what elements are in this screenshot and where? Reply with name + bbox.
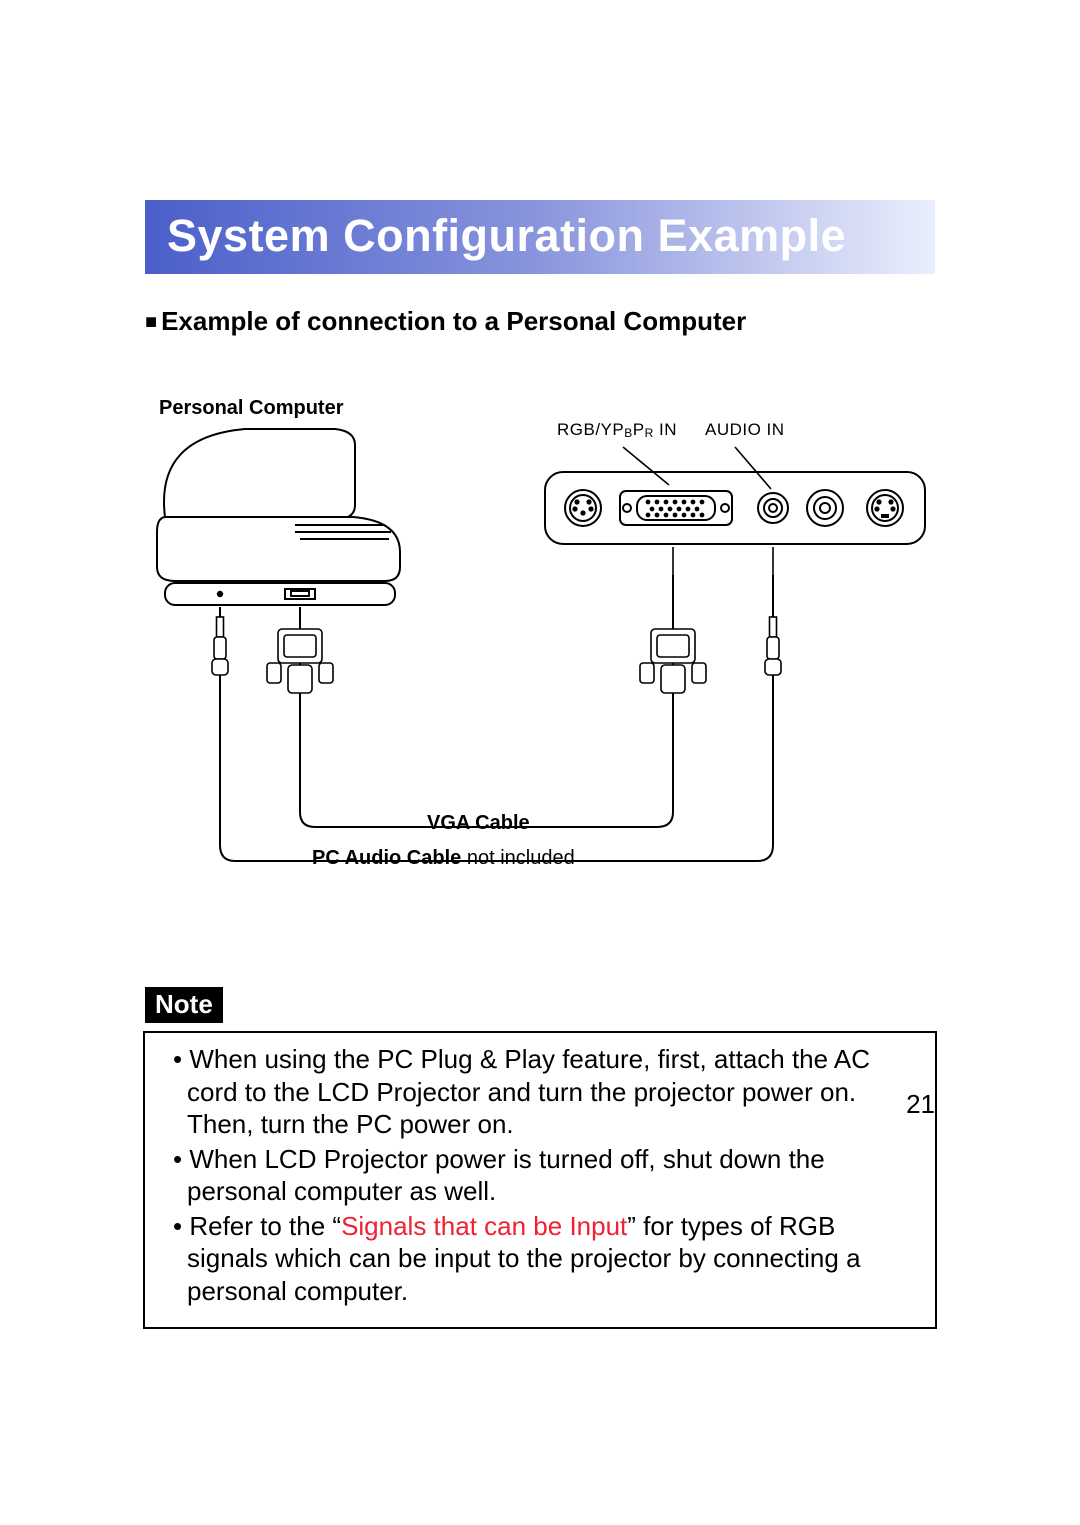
vga-connector-icon <box>267 629 333 707</box>
subtitle-text: Example of connection to a Personal Comp… <box>161 306 746 336</box>
projector-panel-icon <box>545 472 925 544</box>
laptop-icon <box>157 429 400 605</box>
section-subtitle: ■Example of connection to a Personal Com… <box>145 306 935 337</box>
vga-cable-label: VGA Cable <box>427 812 530 835</box>
page-number: 21 <box>906 1089 935 1120</box>
pc-audio-cable-rest: not included <box>461 847 574 869</box>
page-title: System Configuration Example <box>145 200 935 274</box>
note-item: When using the PC Plug & Play feature, f… <box>167 1043 913 1141</box>
note-item: When LCD Projector power is turned off, … <box>167 1143 913 1208</box>
diagram-svg <box>145 417 931 907</box>
note-text: Refer to the “ <box>189 1211 341 1241</box>
note-item: Refer to the “Signals that can be Input”… <box>167 1210 913 1308</box>
note-box: When using the PC Plug & Play feature, f… <box>143 1031 937 1329</box>
connection-diagram: Personal Computer RGB/YPBPR IN AUDIO IN <box>157 397 935 907</box>
manual-page: System Configuration Example ■Example of… <box>0 0 1080 1329</box>
pc-audio-cable-label: PC Audio Cable not included <box>312 847 575 870</box>
note-section: Note When using the PC Plug & Play featu… <box>145 987 935 1329</box>
bullet-square-icon: ■ <box>145 311 157 333</box>
audio-jack-icon <box>212 617 228 689</box>
pc-audio-cable-bold: PC Audio Cable <box>312 847 461 869</box>
audio-jack-icon <box>765 547 781 689</box>
note-badge: Note <box>145 987 223 1023</box>
vga-connector-icon <box>640 547 706 707</box>
signals-link[interactable]: Signals that can be Input <box>341 1211 627 1241</box>
